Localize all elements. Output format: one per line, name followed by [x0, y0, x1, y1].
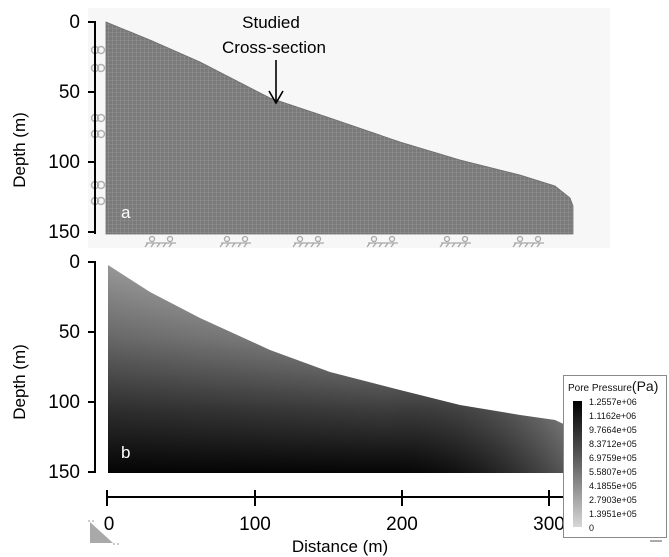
- panel-a-tick-label: 0: [69, 12, 80, 33]
- panel-b-tick-label: 0: [69, 252, 80, 273]
- legend-value: 0: [589, 523, 595, 533]
- legend-color-bar: [573, 401, 582, 527]
- panel-b-y-ticks: [88, 261, 96, 473]
- panel-b-x-axis-label: Distance (m): [292, 537, 388, 556]
- legend-value: 1.2557e+06: [589, 397, 637, 407]
- panel-b-y-axis-label: Depth (m): [10, 344, 29, 420]
- panel-a-tick-label: 50: [59, 82, 80, 103]
- panel-b-x-tick-label: 300: [533, 514, 565, 535]
- legend-value: 5.5807e+05: [589, 467, 637, 477]
- legend-value: 1.3951e+05: [589, 509, 637, 519]
- legend-title: Pore Pressure: [568, 383, 632, 394]
- panel-a-y-axis-label: Depth (m): [10, 112, 29, 188]
- legend-value: 6.9759e+05: [589, 453, 637, 463]
- left-roller-supports: [90, 45, 106, 206]
- annotation-cross-section: Cross-section: [222, 38, 326, 57]
- panel-a-letter: a: [121, 203, 131, 222]
- panel-b-x-tick-label: 100: [239, 514, 271, 535]
- bottom-roller-supports: [144, 235, 544, 248]
- panel-b-x-tick-label: 0: [104, 514, 115, 535]
- panel-b-tick-label: 50: [59, 322, 80, 343]
- annotation-studied: Studied: [242, 13, 300, 32]
- legend-value: 8.3712e+05: [589, 439, 637, 449]
- annotation-arrow: [268, 60, 284, 105]
- panel-a-y-ticks: [88, 21, 96, 233]
- panel-a-tick-label: 150: [48, 222, 80, 243]
- panel-b-letter: b: [121, 443, 130, 462]
- panel-b: 0 50 100 150 Depth (m) b 0 100 200 300 D…: [10, 252, 662, 556]
- legend-value: 2.7903e+05: [589, 495, 637, 505]
- panel-b-x-tick-label: 200: [386, 514, 418, 535]
- legend-unit: (Pa): [631, 378, 659, 394]
- legend-value: 9.7664e+05: [589, 425, 637, 435]
- panel-b-tick-label: 150: [48, 462, 80, 483]
- panel-a: 0 50 100 150 Depth (m) a Studied Cross-s…: [10, 8, 610, 248]
- legend-value: 1.1162e+06: [589, 411, 637, 421]
- axes-orientation-icon: [88, 520, 121, 545]
- pore-pressure-legend: Pore Pressure(Pa) 1.2557e+06 1.1162e+06 …: [563, 375, 667, 538]
- panel-b-x-ticks: [106, 490, 550, 506]
- pore-pressure-shading: [108, 265, 572, 473]
- panel-a-tick-label: 100: [48, 152, 80, 173]
- panel-b-tick-label: 100: [48, 392, 80, 413]
- legend-value: 4.1855e+05: [589, 481, 637, 491]
- legend-title-row: Pore Pressure(Pa): [568, 378, 658, 396]
- finite-element-mesh: [105, 21, 574, 235]
